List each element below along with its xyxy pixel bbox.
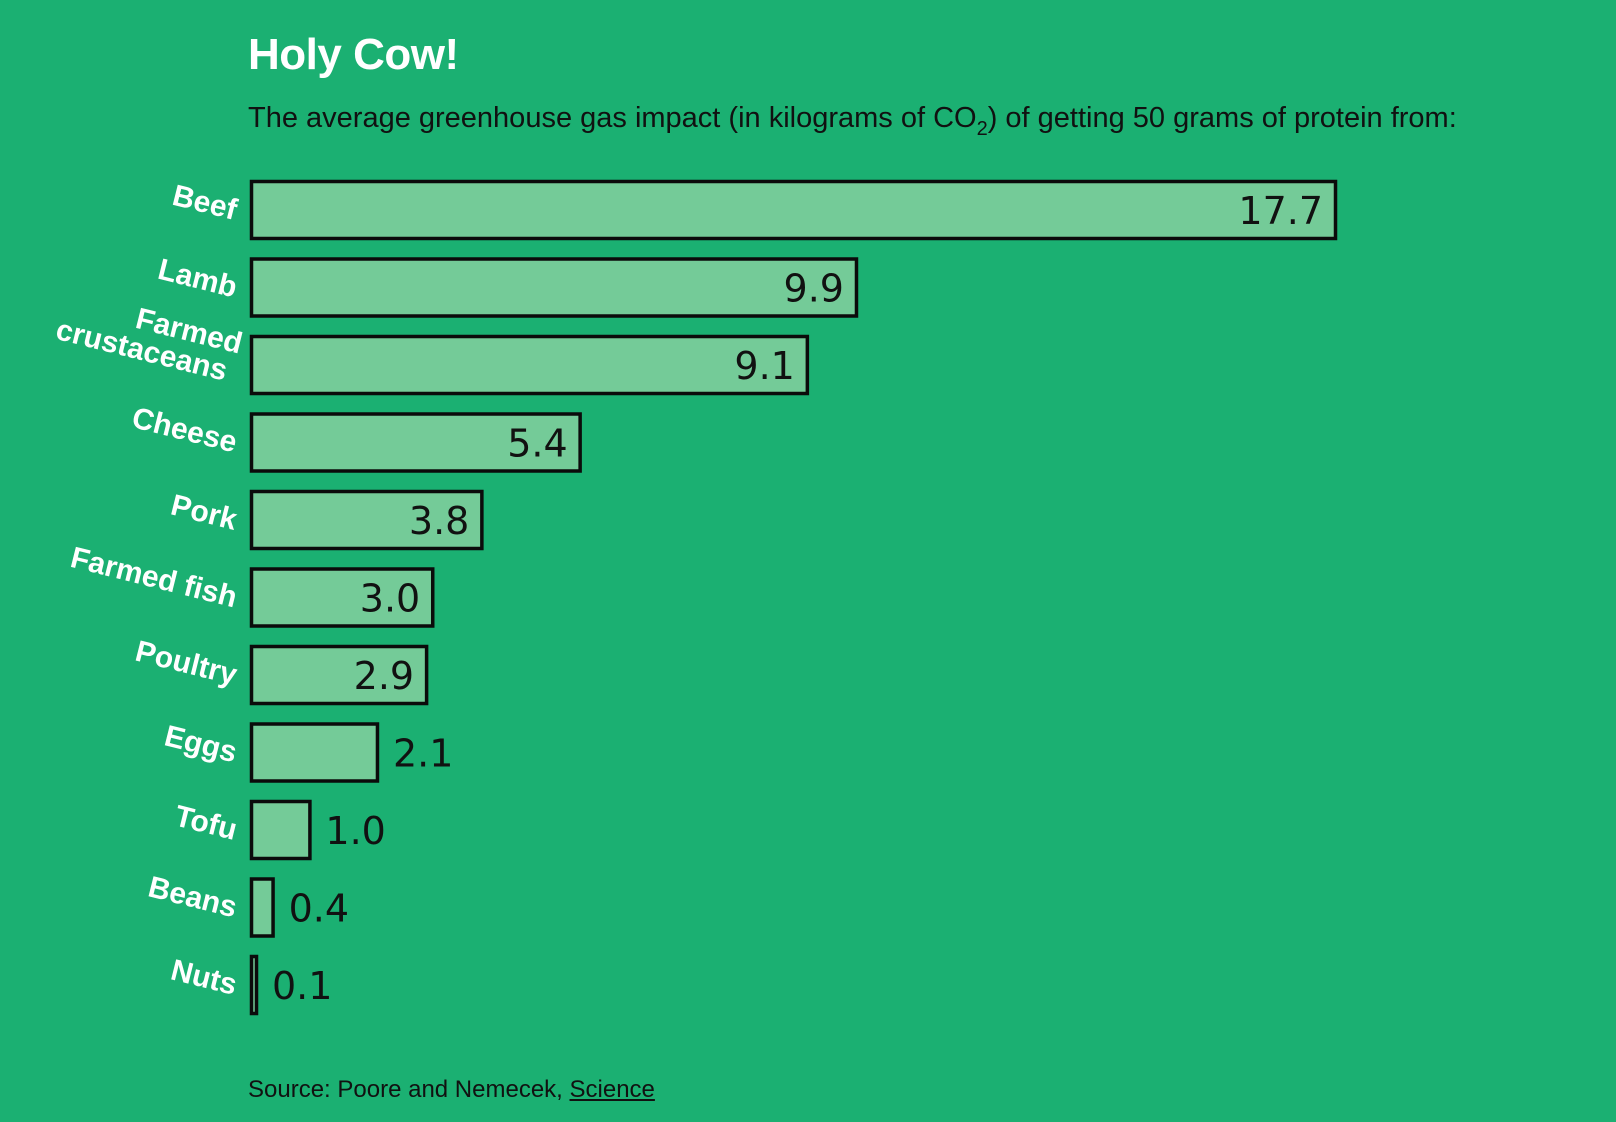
bar-beans [249,877,275,938]
value-label-tofu: 1.0 [325,809,385,853]
source-text: Source: Poore and Nemecek, [248,1076,570,1103]
category-label-pork: Pork [168,489,241,537]
value-label-cheese: 5.4 [507,422,567,466]
subtitle-text: The average greenhouse gas impact (in ki… [248,102,977,134]
bar-farmed-fish [249,567,435,628]
svg-text:Beans: Beans [145,870,240,924]
category-label-farmed-fish: Farmed fish [67,541,240,614]
category-label-beef: Beef [169,179,241,227]
svg-text:Cheese: Cheese [129,401,241,459]
value-label-lamb: 9.9 [784,267,844,311]
chart-subtitle: The average greenhouse gas impact (in ki… [248,102,1457,141]
svg-text:Tofu: Tofu [171,800,240,847]
value-label-farmed-fish: 3.0 [360,577,420,621]
value-label-poultry: 2.9 [354,654,414,698]
source-note: Source: Poore and Nemecek, Science [248,1076,655,1104]
bar-eggs [249,722,380,783]
category-label-nuts: Nuts [168,954,241,1002]
subtitle-subscript: 2 [976,118,988,140]
subtitle-text-end: ) of getting 50 grams of protein from: [987,102,1457,134]
bar-tofu [249,799,312,861]
category-label-eggs: Eggs [161,720,240,770]
svg-text:Beef: Beef [169,179,241,227]
value-label-beans: 0.4 [289,887,349,931]
value-label-pork: 3.8 [409,499,469,543]
svg-text:Nuts: Nuts [168,954,241,1002]
value-label-nuts: 0.1 [272,964,332,1008]
bar-beef [249,179,1338,241]
category-label-lamb: Lamb [155,253,241,304]
category-label-poultry: Poultry [132,635,241,692]
value-label-beef: 17.7 [1238,189,1323,233]
category-label-tofu: Tofu [171,800,240,847]
bar-farmed-crustaceans [249,334,810,396]
bar-cheese [249,412,582,473]
svg-text:Eggs: Eggs [161,720,240,770]
bar-nuts [249,954,259,1016]
bar-poultry [249,644,429,706]
svg-text:Poultry: Poultry [132,635,241,692]
value-label-farmed-crustaceans: 9.1 [734,344,794,388]
category-label-beans: Beans [145,870,240,924]
chart-title: Holy Cow! [248,30,459,79]
source-link[interactable]: Science [569,1076,655,1103]
bar-lamb [249,257,859,318]
value-label-eggs: 2.1 [393,732,453,776]
svg-text:Lamb: Lamb [155,253,241,304]
category-label-cheese: Cheese [129,401,241,459]
svg-text:Farmed fish: Farmed fish [67,541,240,614]
svg-text:Pork: Pork [168,489,241,537]
bar-pork [249,489,484,551]
